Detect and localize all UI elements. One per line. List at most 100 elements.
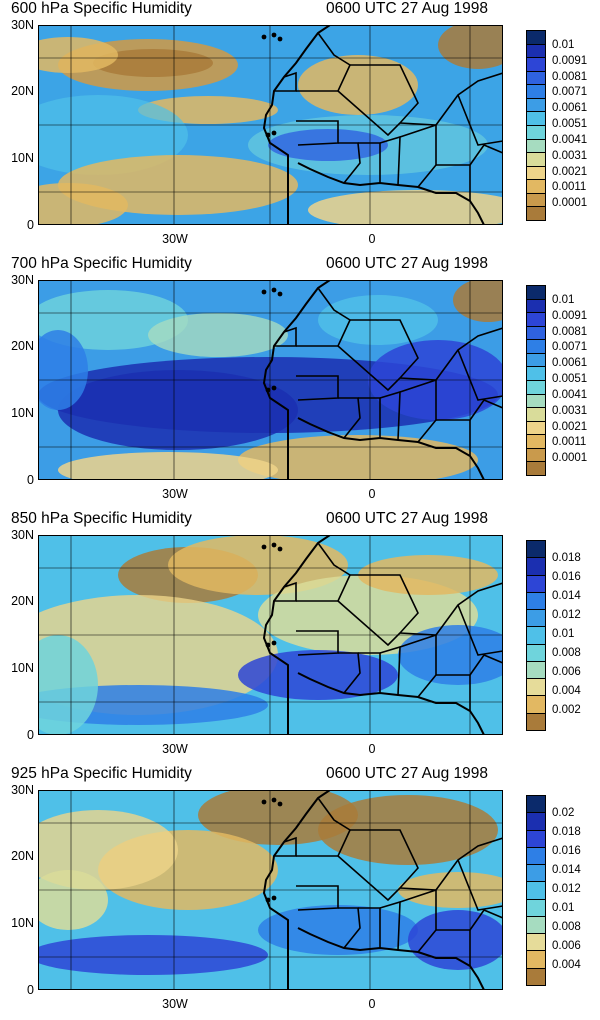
x-tick-label: 0 <box>368 232 376 246</box>
colorbar-swatch <box>526 461 546 476</box>
colorbar-swatch <box>526 881 546 900</box>
colorbar-swatch <box>526 864 546 883</box>
colorbar-swatch <box>526 152 546 167</box>
panel-title: 600 hPa Specific Humidity <box>11 0 192 17</box>
y-tick-label: 30N <box>11 18 34 32</box>
colorbar-swatch <box>526 829 546 848</box>
colorbar <box>526 285 546 476</box>
y-tick-label: 10N <box>11 661 34 675</box>
panel-title: 700 hPa Specific Humidity <box>11 255 192 272</box>
colorbar-label: 0.012 <box>552 883 581 895</box>
colorbar-label: 0.01 <box>552 902 575 914</box>
humidity-map <box>38 25 503 225</box>
colorbar-swatch <box>526 70 546 86</box>
colorbar-swatch <box>526 678 546 697</box>
colorbar-label: 0.0041 <box>552 388 588 401</box>
colorbar-swatch <box>526 192 546 208</box>
colorbar-swatch <box>526 898 546 917</box>
y-tick-label: 10N <box>11 916 34 930</box>
x-tick-label: 30W <box>162 232 188 246</box>
colorbar-swatch <box>526 285 546 300</box>
colorbar-swatch <box>526 609 546 628</box>
y-tick-label: 0 <box>27 473 34 487</box>
colorbar-label: 0.004 <box>552 959 581 971</box>
colorbar-label: 0.0061 <box>552 102 588 115</box>
x-tick-label: 0 <box>368 742 376 756</box>
humidity-map <box>38 535 503 735</box>
y-tick-label: 10N <box>11 406 34 420</box>
x-tick-label: 30W <box>162 742 188 756</box>
map-panel: 925 hPa Specific Humidity 0600 UTC 27 Aug… <box>0 765 600 1020</box>
y-tick-label: 30N <box>11 783 34 797</box>
colorbar-swatch <box>526 434 546 449</box>
colorbar-label: 0.0091 <box>552 54 588 67</box>
colorbar-label: 0.0021 <box>552 420 588 433</box>
y-tick-label: 0 <box>27 218 34 232</box>
colorbar-swatch <box>526 695 546 714</box>
colorbar-label: 0.0071 <box>552 341 588 354</box>
colorbar-swatch <box>526 352 546 368</box>
colorbar-swatch <box>526 540 546 559</box>
panel-time: 0600 UTC 27 Aug 1998 <box>326 510 489 527</box>
colorbar-label: 0.014 <box>552 590 581 602</box>
map-panel: 850 hPa Specific Humidity 0600 UTC 27 Aug… <box>0 510 600 765</box>
colorbar-swatch <box>526 846 546 866</box>
colorbar-label: 0.0081 <box>552 70 588 83</box>
colorbar-label: 0.0051 <box>552 118 588 130</box>
colorbar-label: 0.014 <box>552 864 581 876</box>
colorbar-swatch <box>526 97 546 113</box>
colorbar-swatch <box>526 812 546 831</box>
colorbar-label: 0.018 <box>552 826 581 838</box>
colorbar-swatch <box>526 407 546 422</box>
colorbar-swatch <box>526 325 546 341</box>
colorbar-label: 0.008 <box>552 647 581 659</box>
colorbar-label: 0.012 <box>552 609 581 621</box>
colorbar-swatch <box>526 339 546 354</box>
humidity-map <box>38 790 503 990</box>
y-tick-label: 20N <box>11 594 34 608</box>
colorbar-label: 0.01 <box>552 293 575 306</box>
colorbar <box>526 30 546 221</box>
y-tick-label: 30N <box>11 273 34 287</box>
colorbar-swatch <box>526 84 546 99</box>
panel-time: 0600 UTC 27 Aug 1998 <box>326 0 489 17</box>
panel-title: 850 hPa Specific Humidity <box>11 510 192 527</box>
colorbar-label: 0.002 <box>552 704 581 716</box>
colorbar-swatch <box>526 447 546 463</box>
y-tick-label: 0 <box>27 728 34 742</box>
x-tick-label: 0 <box>368 487 376 501</box>
colorbar-swatch <box>526 43 546 59</box>
colorbar-swatch <box>526 57 546 72</box>
colorbar-swatch <box>526 626 546 645</box>
colorbar-swatch <box>526 206 546 221</box>
colorbar-swatch <box>526 380 546 395</box>
colorbar-swatch <box>526 660 546 680</box>
colorbar-swatch <box>526 179 546 194</box>
y-tick-label: 20N <box>11 849 34 863</box>
colorbar-label: 0.0031 <box>552 149 588 162</box>
x-tick-label: 30W <box>162 487 188 501</box>
panel-time: 0600 UTC 27 Aug 1998 <box>326 765 489 782</box>
colorbar-label: 0.0031 <box>552 404 588 417</box>
colorbar-swatch <box>526 574 546 593</box>
colorbar-swatch <box>526 643 546 662</box>
colorbar-label: 0.006 <box>552 666 581 678</box>
colorbar-swatch <box>526 165 546 181</box>
colorbar-swatch <box>526 712 546 731</box>
colorbar-swatch <box>526 591 546 611</box>
colorbar-swatch <box>526 557 546 576</box>
colorbar-label: 0.004 <box>552 685 581 697</box>
panel-time: 0600 UTC 27 Aug 1998 <box>326 255 489 272</box>
map-panel: 600 hPa Specific Humidity 0600 UTC 27 Aug… <box>0 0 600 255</box>
x-tick-label: 30W <box>162 997 188 1011</box>
colorbar-label: 0.018 <box>552 552 581 564</box>
colorbar-label: 0.0001 <box>552 197 588 210</box>
colorbar-swatch <box>526 795 546 814</box>
colorbar-label: 0.0041 <box>552 133 588 146</box>
colorbar-label: 0.008 <box>552 921 581 933</box>
x-tick-label: 0 <box>368 997 376 1011</box>
colorbar-swatch <box>526 933 546 952</box>
colorbar-label: 0.01 <box>552 38 575 51</box>
colorbar-swatch <box>526 950 546 969</box>
colorbar-label: 0.0021 <box>552 165 588 178</box>
